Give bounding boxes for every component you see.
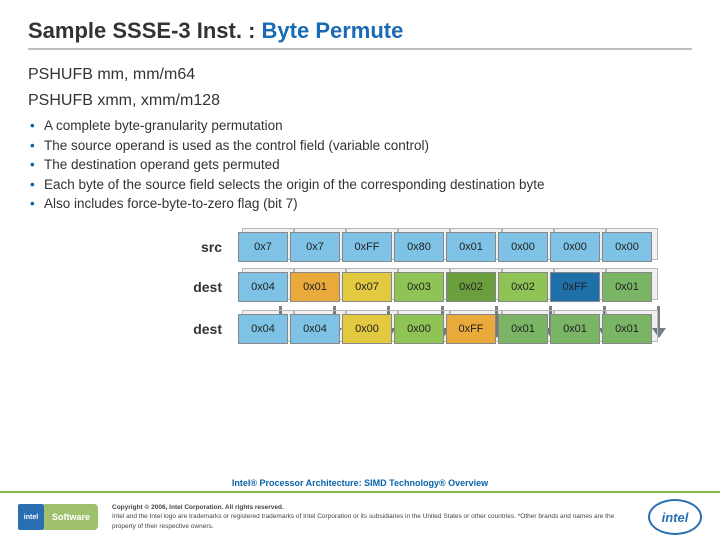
intel-software-badge: intel Software [18, 504, 98, 530]
byte-cell: 0x01 [602, 314, 652, 344]
title-underline [28, 48, 692, 50]
subheading-2: PSHUFB xmm, xmm/m128 [28, 92, 692, 110]
copyright-line-2: Intel and the Intel logo are trademarks … [112, 512, 634, 530]
byte-cell-value: 0x04 [290, 314, 340, 344]
byte-cell: 0x7 [238, 232, 288, 262]
byte-cell: 0x00 [498, 232, 548, 262]
byte-cell-value: 0x07 [342, 272, 392, 302]
byte-cell: 0x07 [342, 272, 392, 302]
byte-cell: 0x02 [446, 272, 496, 302]
diagram: src 0x70x70xFF0x800x010x000x000x00 dest … [28, 232, 692, 344]
bullet-paren: (variable control) [325, 138, 429, 153]
byte-cell-value: 0x01 [498, 314, 548, 344]
byte-cell: 0x04 [238, 272, 288, 302]
dest2-cells: 0x040x040x000x000xFF0x010x010x01 [238, 314, 652, 344]
byte-cell: 0x00 [394, 314, 444, 344]
byte-cell-value: 0x7 [290, 232, 340, 262]
title-highlight: Byte Permute [262, 18, 404, 43]
byte-cell-value: 0x00 [602, 232, 652, 262]
byte-cell: 0x04 [290, 314, 340, 344]
slide: Sample SSSE-3 Inst. : Byte Permute PSHUF… [0, 0, 720, 540]
byte-cell-value: 0x01 [446, 232, 496, 262]
byte-cell: 0x00 [602, 232, 652, 262]
title-plain: Sample SSSE-3 Inst. : [28, 18, 262, 43]
footer: Intel® Processor Architecture: SIMD Tech… [0, 475, 720, 540]
bullet-item: The source operand is used as the contro… [46, 136, 692, 156]
byte-cell: 0x04 [238, 314, 288, 344]
copyright-line-1: Copyright © 2006, Intel Corporation. All… [112, 503, 634, 512]
intel-software-label: Software [44, 504, 98, 530]
byte-cell-value: 0x01 [602, 314, 652, 344]
byte-cell-value: 0x00 [394, 314, 444, 344]
intel-square-icon: intel [18, 504, 44, 530]
byte-cell: 0x01 [446, 232, 496, 262]
byte-cell-value: 0x02 [446, 272, 496, 302]
dest1-row: dest 0x040x010x070x030x020x020xFF0x01 [28, 272, 692, 302]
byte-cell-value: 0x04 [238, 272, 288, 302]
byte-cell-value: 0x01 [550, 314, 600, 344]
byte-cell-value: 0x03 [394, 272, 444, 302]
bullet-item: A complete byte-granularity permutation [46, 116, 692, 136]
bullet-item: Each byte of the source field selects th… [46, 175, 692, 195]
byte-cell: 0xFF [446, 314, 496, 344]
intel-logo-icon: intel [648, 499, 702, 535]
src-cells: 0x70x70xFF0x800x010x000x000x00 [238, 232, 652, 262]
src-row: src 0x70x70xFF0x800x010x000x000x00 [28, 232, 692, 262]
byte-cell: 0x01 [290, 272, 340, 302]
byte-cell: 0x80 [394, 232, 444, 262]
copyright-block: Copyright © 2006, Intel Corporation. All… [98, 503, 648, 530]
byte-cell: 0x01 [550, 314, 600, 344]
byte-cell-value: 0x01 [602, 272, 652, 302]
dest1-cells: 0x040x010x070x030x020x020xFF0x01 [238, 272, 652, 302]
byte-cell-value: 0xFF [446, 314, 496, 344]
byte-cell-value: 0x01 [290, 272, 340, 302]
dest2-row: dest 0x040x040x000x000xFF0x010x010x01 [28, 314, 692, 344]
slide-title: Sample SSSE-3 Inst. : Byte Permute [28, 18, 692, 44]
byte-cell-value: 0x04 [238, 314, 288, 344]
subheading-1: PSHUFB mm, mm/m64 [28, 66, 692, 84]
byte-cell-value: 0x00 [550, 232, 600, 262]
byte-cell: 0x7 [290, 232, 340, 262]
byte-cell-value: 0x80 [394, 232, 444, 262]
byte-cell: 0xFF [550, 272, 600, 302]
byte-cell: 0x02 [498, 272, 548, 302]
byte-cell-value: 0xFF [550, 272, 600, 302]
footer-bar: intel Software Copyright © 2006, Intel C… [0, 493, 720, 540]
byte-cell-value: 0x00 [498, 232, 548, 262]
byte-cell: 0xFF [342, 232, 392, 262]
src-label: src [28, 239, 238, 255]
byte-cell: 0x01 [602, 272, 652, 302]
byte-cell: 0x01 [498, 314, 548, 344]
dest1-label: dest [28, 279, 238, 295]
dest2-label: dest [28, 321, 238, 337]
bullet-item: The destination operand gets permuted [46, 155, 692, 175]
byte-cell-value: 0x00 [342, 314, 392, 344]
byte-cell-value: 0x7 [238, 232, 288, 262]
bullet-list: A complete byte-granularity permutationT… [28, 116, 692, 214]
byte-cell-value: 0xFF [342, 232, 392, 262]
byte-cell: 0x03 [394, 272, 444, 302]
byte-cell-value: 0x02 [498, 272, 548, 302]
bullet-item: Also includes force-byte-to-zero flag (b… [46, 194, 692, 214]
footer-center-text: Intel® Processor Architecture: SIMD Tech… [0, 475, 720, 491]
byte-cell: 0x00 [550, 232, 600, 262]
byte-cell: 0x00 [342, 314, 392, 344]
